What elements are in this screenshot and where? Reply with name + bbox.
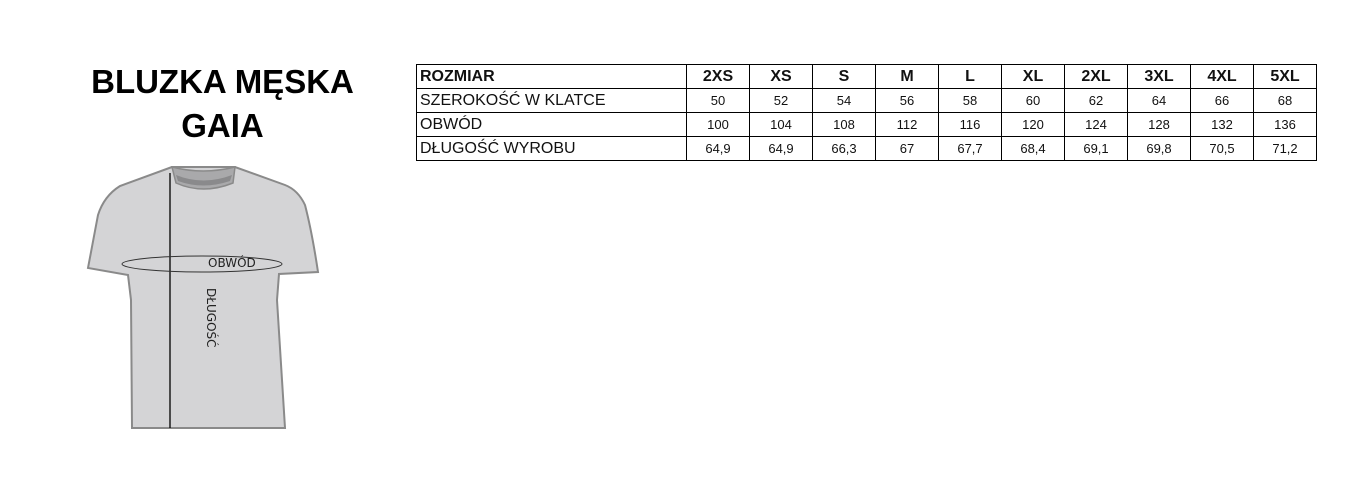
row-label: OBWÓD: [416, 112, 687, 137]
length-label: DŁUGOŚĆ: [204, 288, 219, 348]
table-cell: 68: [1253, 88, 1317, 113]
page-title: BLUZKA MĘSKA GAIA: [60, 60, 385, 148]
table-cell: 108: [812, 112, 876, 137]
table-cell: 68,4: [1001, 136, 1065, 161]
table-cell: 66,3: [812, 136, 876, 161]
table-cell: 52: [749, 88, 813, 113]
title-line-1: BLUZKA MĘSKA: [91, 63, 354, 100]
table-cell: 54: [812, 88, 876, 113]
table-cell: 136: [1253, 112, 1317, 137]
table-row: DŁUGOŚĆ WYROBU 64,9 64,9 66,3 67 67,7 68,4 69,1…: [416, 136, 1317, 161]
header-label: ROZMIAR: [416, 64, 687, 89]
table-cell: 70,5: [1190, 136, 1254, 161]
table-row: SZEROKOŚĆ W KLATCE 50 52 54 56 58 60 62 64 66 68: [416, 88, 1317, 113]
size-header: 3XL: [1127, 64, 1191, 89]
table-cell: 120: [1001, 112, 1065, 137]
table-cell: 132: [1190, 112, 1254, 137]
size-header: L: [938, 64, 1002, 89]
table-cell: 58: [938, 88, 1002, 113]
table-cell: 60: [1001, 88, 1065, 113]
table-cell: 69,1: [1064, 136, 1128, 161]
size-header: 4XL: [1190, 64, 1254, 89]
table-cell: 71,2: [1253, 136, 1317, 161]
size-header: M: [875, 64, 939, 89]
size-header: XL: [1001, 64, 1065, 89]
table-cell: 67,7: [938, 136, 1002, 161]
size-header: 5XL: [1253, 64, 1317, 89]
table-cell: 100: [686, 112, 750, 137]
row-label: DŁUGOŚĆ WYROBU: [416, 136, 687, 161]
table-cell: 64: [1127, 88, 1191, 113]
table-cell: 69,8: [1127, 136, 1191, 161]
table-cell: 116: [938, 112, 1002, 137]
table-header-row: ROZMIAR 2XS XS S M L XL 2XL 3XL 4XL 5XL: [416, 64, 1317, 89]
table-cell: 66: [1190, 88, 1254, 113]
size-header: 2XL: [1064, 64, 1128, 89]
table-cell: 104: [749, 112, 813, 137]
collar-inner: [176, 175, 232, 186]
row-label: SZEROKOŚĆ W KLATCE: [416, 88, 687, 113]
table-cell: 64,9: [749, 136, 813, 161]
title-line-2: GAIA: [181, 107, 264, 144]
table-cell: 67: [875, 136, 939, 161]
table-cell: 62: [1064, 88, 1128, 113]
chest-label: OBWÓD: [208, 255, 256, 270]
table-cell: 124: [1064, 112, 1128, 137]
size-header: XS: [749, 64, 813, 89]
size-header: 2XS: [686, 64, 750, 89]
table-cell: 64,9: [686, 136, 750, 161]
tshirt-body: [86, 166, 320, 429]
table-cell: 50: [686, 88, 750, 113]
table-row: OBWÓD 100 104 108 112 116 120 124 128 132 136: [416, 112, 1317, 137]
tshirt-illustration: OBWÓD DŁUGOŚĆ: [86, 165, 320, 429]
size-table: ROZMIAR 2XS XS S M L XL 2XL 3XL 4XL 5XL …: [416, 64, 1317, 161]
table-cell: 56: [875, 88, 939, 113]
table-cell: 128: [1127, 112, 1191, 137]
chest-ellipse: [121, 255, 283, 273]
table-cell: 112: [875, 112, 939, 137]
size-header: S: [812, 64, 876, 89]
